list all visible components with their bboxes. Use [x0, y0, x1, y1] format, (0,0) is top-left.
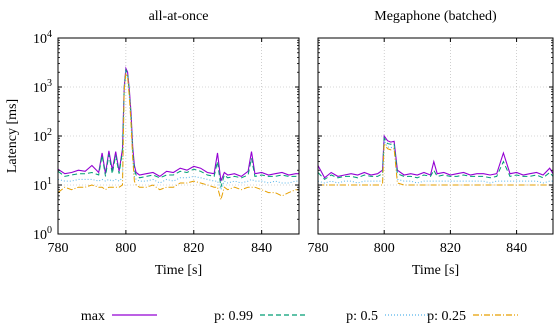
series-line-max [58, 66, 299, 182]
x-tick-label: 840 [506, 241, 527, 256]
series-line-p-0-5 [318, 138, 553, 184]
y-tick-label: 104 [33, 29, 52, 47]
legend-label: max [81, 309, 105, 324]
y-tick-label: 103 [33, 78, 52, 96]
x-tick-label: 780 [48, 241, 69, 256]
x-tick-label: 820 [440, 241, 461, 256]
chart-panel-1: 780 800 820 840 100 101 102 103 104 all-at-once Ti… [5, 9, 300, 278]
legend-label: p: 0.99 [214, 309, 253, 324]
charts-container: 780 800 820 840 100 101 102 103 104 all-at-once Ti… [5, 9, 554, 278]
x-tick-label: 780 [308, 241, 329, 256]
chart-title: all-at-once [149, 9, 209, 24]
series-line-p-0-99 [58, 68, 299, 188]
x-axis-label: Time [s] [155, 263, 202, 278]
chart-panel-2: 780 800 820 840 Megaphone (batched) Time [s] [308, 9, 554, 278]
series-line-p-0-25 [318, 142, 553, 186]
legend: max p: 0.99 p: 0.5 p: 0.25 [81, 309, 518, 324]
x-tick-label: 820 [183, 241, 204, 256]
x-tick-label: 800 [115, 241, 136, 256]
x-axis-label: Time [s] [412, 263, 459, 278]
series-line-p-0-25 [58, 71, 299, 202]
y-axis-label: Latency [ms] [5, 99, 20, 173]
x-tick-label: 800 [374, 241, 395, 256]
legend-label: p: 0.25 [427, 309, 466, 324]
legend-label: p: 0.5 [346, 309, 378, 324]
series-line-max [318, 134, 553, 179]
x-tick-label: 840 [251, 241, 272, 256]
chart-title: Megaphone (batched) [374, 9, 497, 24]
y-tick-label: 101 [33, 176, 52, 194]
y-tick-label: 100 [33, 225, 52, 243]
y-tick-label: 102 [33, 127, 52, 145]
series-line-p-0-99 [318, 136, 553, 181]
